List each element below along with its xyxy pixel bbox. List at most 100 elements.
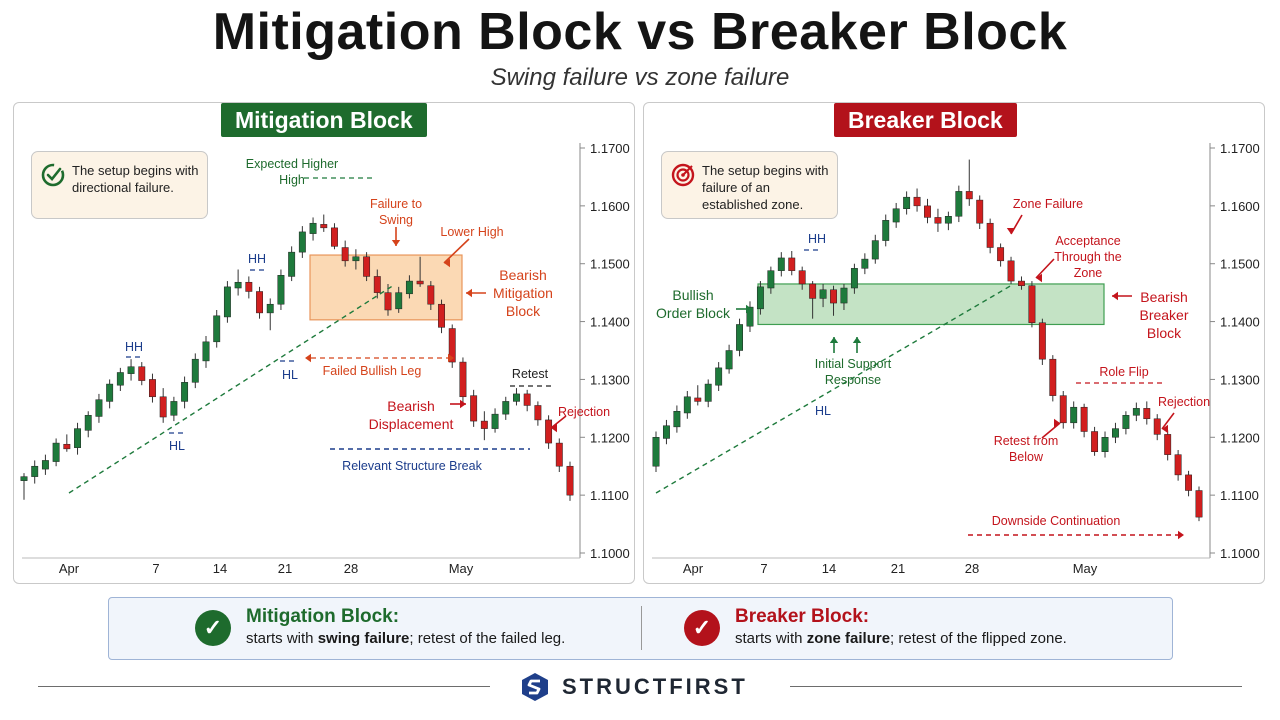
arrow-acceptance-head (1036, 273, 1042, 283)
arrow-rejection-right (1161, 412, 1175, 430)
arrow-rejection-right-head (1162, 424, 1168, 434)
mitigation-note-text: The setup begins with directional failur… (72, 163, 199, 195)
breaker-note: The setup begins with failure of an esta… (661, 151, 838, 219)
y-tick-label: 1.1600 (590, 199, 630, 214)
candle-body (767, 270, 775, 289)
candle-body (1164, 434, 1172, 455)
candle-body (882, 220, 890, 241)
x-tick-label: 14 (822, 561, 836, 576)
candle-body (31, 465, 39, 477)
label-expected-hh: Expected Higher High (245, 157, 339, 187)
candle-body (871, 240, 879, 260)
arrow-zone-failure-head (1006, 228, 1016, 234)
summary-mitigation-head: Mitigation Block: (246, 606, 400, 627)
label-hh-1: HH (124, 340, 144, 354)
candle-body (756, 286, 764, 310)
candle-body (213, 315, 221, 343)
candle-body (861, 258, 869, 269)
candle-body (149, 379, 156, 398)
x-tick-label: 14 (213, 561, 227, 576)
candle-body (181, 382, 189, 402)
arrow-support-2-head (852, 337, 862, 343)
candle-body (116, 372, 124, 386)
candle-body (566, 465, 574, 496)
y-tick-label: 1.1100 (590, 488, 629, 503)
summary-mitigation-bold: swing failure (317, 630, 410, 647)
label-hl-1: HL (169, 439, 185, 453)
candle-body (736, 324, 743, 351)
candle-body (694, 397, 702, 402)
candle-body (1132, 408, 1140, 416)
y-tick-label: 1.1700 (1220, 141, 1260, 156)
candle-body (395, 292, 403, 310)
label-rejection: Rejection (557, 405, 611, 419)
candle-body (955, 191, 963, 217)
candle-body (1174, 454, 1182, 476)
candle-body (523, 393, 531, 406)
candle-body (491, 413, 499, 429)
y-tick-label: 1.1300 (1220, 372, 1260, 387)
summary-box: ✓ Mitigation Block: starts with swing fa… (108, 597, 1173, 660)
candle-body (986, 222, 994, 248)
label-retest: Retest (511, 367, 549, 381)
mitigation-badge: Mitigation Block (221, 103, 427, 137)
y-tick-label: 1.1200 (1220, 430, 1260, 445)
summary-mitigation: Mitigation Block: starts with swing fail… (246, 606, 565, 647)
candle-body (1143, 408, 1151, 420)
summary-breaker-post: ; retest of the flipped zone. (890, 630, 1067, 647)
candle-body (704, 383, 712, 402)
candle-body (459, 361, 467, 398)
candle-body (777, 257, 785, 271)
footer-line-right (790, 686, 1242, 687)
label-retest-from-below: Retest from Below (993, 434, 1059, 464)
arrow-retest (1041, 422, 1061, 439)
candle-body (74, 428, 81, 448)
x-tick-label: 28 (965, 561, 979, 576)
candle-body (95, 399, 103, 417)
arrow-failure-to-swing-head (391, 240, 401, 246)
candle-body (331, 227, 338, 247)
x-tick-label: 7 (152, 561, 159, 576)
summary-mitigation-body: starts with swing failure; retest of the… (246, 630, 565, 647)
brand-name: STRUCTFIRST (562, 674, 748, 699)
candle-body (809, 283, 817, 299)
check-icon-red: ✓ (684, 610, 720, 646)
page-title: Mitigation Block vs Breaker Block (212, 3, 1068, 61)
label-bearish-mitigation-block: Bearish Mitigation Block (493, 267, 553, 319)
summary-breaker-bold: zone failure (806, 630, 891, 647)
candle-body (513, 393, 520, 402)
label-acceptance: Acceptance Through the Zone (1054, 234, 1122, 280)
label-lower-high: Lower High (440, 225, 504, 239)
candle-body (830, 289, 837, 304)
candle-body (63, 443, 71, 450)
x-tick-label: 21 (891, 561, 905, 576)
candle-body (138, 366, 146, 381)
candle-body (1112, 428, 1119, 438)
candle-body (662, 425, 670, 439)
label-failed-bullish-leg: Failed Bullish Leg (322, 364, 422, 378)
target-icon (671, 163, 695, 187)
arrow-order-block-head (746, 304, 752, 314)
candle-body (277, 275, 285, 305)
candle-body (384, 292, 392, 311)
label-zone-failure: Zone Failure (1012, 197, 1084, 211)
downside-arrow-head (1178, 530, 1184, 540)
candle-body (534, 405, 542, 421)
x-tick-label: May (1073, 561, 1098, 576)
summary-breaker-pre: starts with (735, 630, 807, 647)
candle-body (298, 231, 306, 253)
candle-body (502, 401, 510, 415)
candle-body (892, 208, 900, 223)
candle-body (416, 280, 424, 285)
candle-body (1185, 474, 1193, 491)
label-structure-break: Relevant Structure Break (342, 459, 482, 473)
y-tick-label: 1.1400 (590, 315, 630, 330)
candle-body (965, 191, 973, 200)
target-check-icon (41, 163, 65, 187)
candle-body (202, 341, 210, 362)
candle-body (427, 285, 435, 305)
candle-body (555, 442, 563, 467)
candle-body (1091, 431, 1099, 452)
candle-body (903, 196, 911, 210)
label-hl-2: HL (282, 368, 298, 382)
